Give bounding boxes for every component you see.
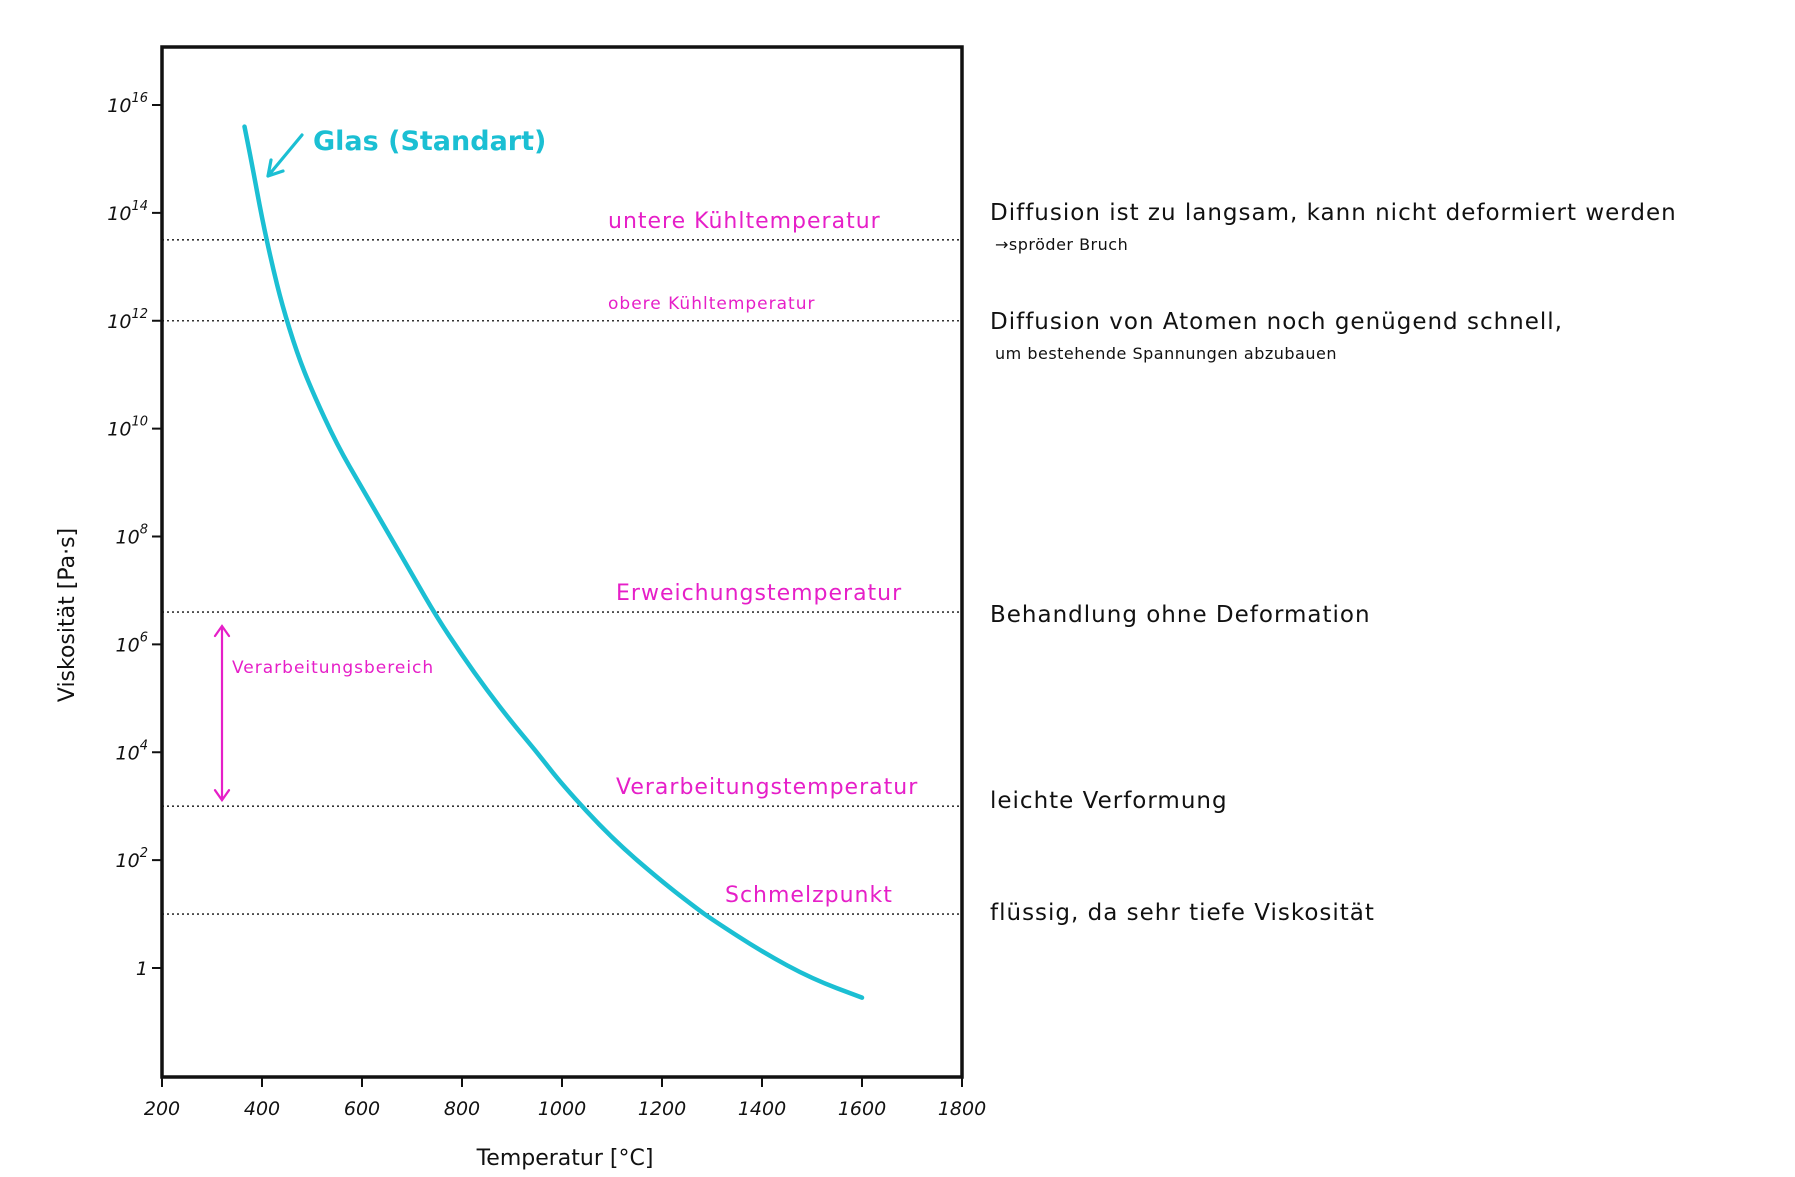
x-axis-ticks: 200 400 600 800 1000 1200 1400 1600 1800 bbox=[144, 1077, 986, 1120]
reference-line-subnote: →spröder Bruch bbox=[995, 235, 1128, 254]
y-tick-exponent: 8 bbox=[140, 523, 148, 538]
y-tick-base: 1 bbox=[136, 958, 148, 980]
x-tick-label: 800 bbox=[444, 1098, 480, 1120]
reference-line-label: obere Kühltemperatur bbox=[608, 294, 815, 314]
annotations: untere Kühltemperatur Diffusion ist zu la… bbox=[213, 126, 1677, 926]
reference-line-note: Diffusion von Atomen noch genügend schne… bbox=[990, 309, 1563, 335]
y-tick-exponent: 4 bbox=[140, 738, 148, 753]
y-tick-base: 10 bbox=[116, 742, 140, 764]
range-double-arrow bbox=[213, 624, 231, 803]
series-line-glas bbox=[242, 124, 865, 1000]
y-tick-exponent: 10 bbox=[131, 415, 148, 430]
range-label: Verarbeitungsbereich bbox=[232, 658, 434, 678]
y-tick-label: 1010 bbox=[107, 415, 148, 441]
reference-line-note: flüssig, da sehr tiefe Viskosität bbox=[990, 900, 1375, 926]
reference-line-subnote: um bestehende Spannungen abzubauen bbox=[995, 344, 1337, 363]
series-label-glas: Glas (Standart) bbox=[313, 126, 546, 157]
y-tick-base: 10 bbox=[107, 95, 131, 117]
reference-lines bbox=[162, 239, 962, 915]
x-tick-label: 200 bbox=[144, 1098, 180, 1120]
reference-line-label: Erweichungstemperatur bbox=[616, 581, 902, 606]
y-tick-base: 10 bbox=[107, 311, 131, 333]
x-tick-label: 1400 bbox=[738, 1098, 786, 1120]
reference-line-label: Verarbeitungstemperatur bbox=[616, 775, 918, 800]
curve-layer bbox=[242, 124, 865, 1000]
y-tick-label: 1012 bbox=[107, 307, 148, 333]
y-tick-base: 10 bbox=[116, 527, 140, 549]
y-tick-base: 10 bbox=[107, 419, 131, 441]
y-tick-exponent: 16 bbox=[131, 91, 148, 106]
y-tick-label: 1016 bbox=[107, 91, 148, 117]
reference-line-label: Schmelzpunkt bbox=[725, 883, 893, 908]
y-axis-label: Viskosität [Pa·s] bbox=[55, 528, 80, 702]
y-tick-label: 102 bbox=[116, 846, 148, 872]
y-tick-base: 10 bbox=[116, 850, 140, 872]
x-tick-label: 1800 bbox=[938, 1098, 986, 1120]
reference-line-note: Behandlung ohne Deformation bbox=[990, 602, 1371, 628]
x-tick-label: 1600 bbox=[838, 1098, 886, 1120]
y-tick-label: 104 bbox=[116, 738, 148, 764]
y-tick-exponent: 6 bbox=[140, 630, 148, 645]
plot-frame bbox=[160, 45, 964, 1079]
y-tick-base: 10 bbox=[116, 634, 140, 656]
y-tick-label: 106 bbox=[116, 630, 148, 656]
y-tick-label: 1 bbox=[136, 958, 148, 980]
x-tick-label: 400 bbox=[244, 1098, 280, 1120]
y-tick-label: 108 bbox=[116, 523, 148, 549]
reference-line-note: Diffusion ist zu langsam, kann nicht def… bbox=[990, 200, 1677, 226]
x-axis-label: Temperatur [°C] bbox=[476, 1146, 654, 1171]
series-pointer-arrow bbox=[266, 133, 304, 178]
x-tick-label: 1000 bbox=[538, 1098, 586, 1120]
reference-line-label: untere Kühltemperatur bbox=[608, 209, 881, 234]
y-tick-base: 10 bbox=[107, 203, 131, 225]
y-tick-exponent: 2 bbox=[140, 846, 148, 861]
y-tick-exponent: 14 bbox=[131, 199, 148, 214]
y-tick-exponent: 12 bbox=[131, 307, 148, 322]
reference-line-note: leichte Verformung bbox=[990, 788, 1228, 814]
x-tick-label: 1200 bbox=[638, 1098, 686, 1120]
y-tick-label: 1014 bbox=[107, 199, 148, 225]
x-tick-label: 600 bbox=[344, 1098, 380, 1120]
